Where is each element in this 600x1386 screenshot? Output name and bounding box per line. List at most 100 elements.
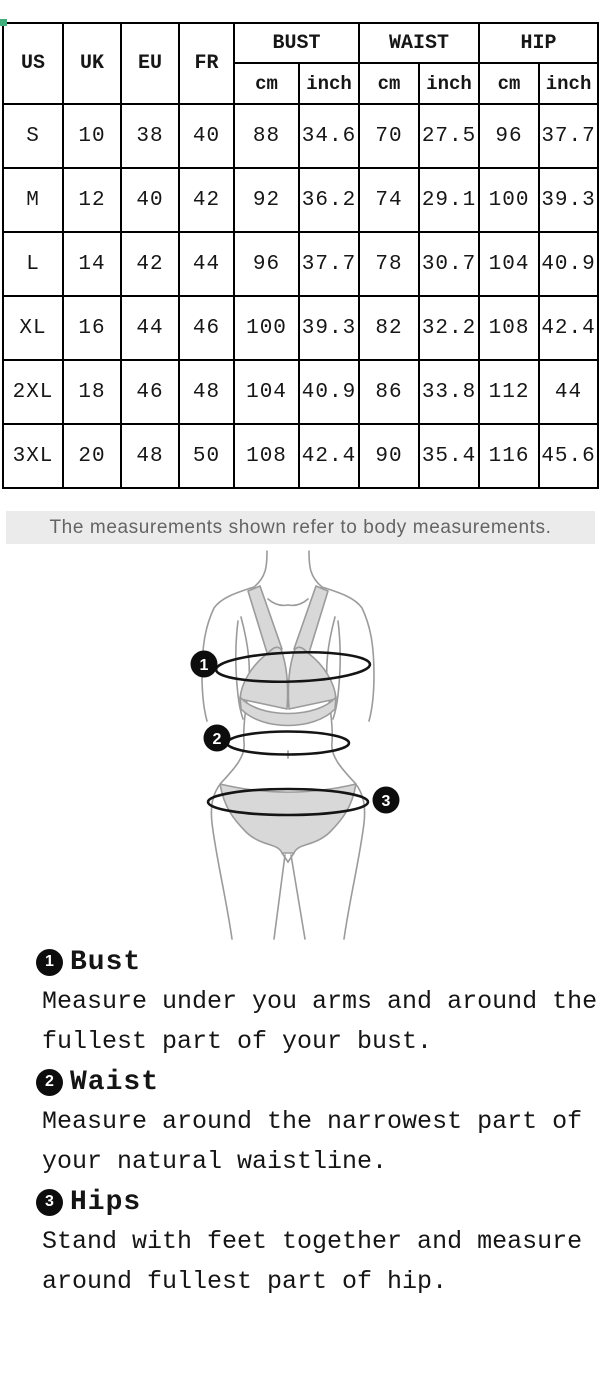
bust-number-badge: 1 <box>36 948 63 976</box>
bust-instruction-title: Bust <box>70 946 142 978</box>
size-cell: 20 <box>62 423 122 489</box>
col-header-fr: FR <box>178 22 235 105</box>
size-cell: 36.2 <box>297 167 361 233</box>
hip-marker: 3 <box>372 786 400 814</box>
unit-header-bust-inch: inch <box>297 62 361 105</box>
size-cell: 48 <box>120 423 180 489</box>
group-header-hip: HIP <box>478 22 600 64</box>
size-row-m: M 12 40 42 92 36.2 74 29.1 100 39.3 <box>2 167 600 233</box>
size-cell: 37.7 <box>297 231 361 297</box>
size-cell: 96 <box>233 231 300 297</box>
col-header-us: US <box>2 22 64 105</box>
size-cell: 40.9 <box>538 231 600 297</box>
size-label: S <box>2 103 64 169</box>
bust-marker-number: 1 <box>200 657 209 674</box>
size-row-l: L 14 42 44 96 37.7 78 30.7 104 40.9 <box>2 231 600 297</box>
hips-instruction-heading: 3 Hips <box>0 1182 600 1222</box>
measuring-instructions: 1 Bust Measure under you arms and around… <box>0 942 600 1302</box>
size-cell: 44 <box>120 295 180 361</box>
size-cell: 50 <box>178 423 235 489</box>
size-cell: 100 <box>478 167 541 233</box>
note-bar: The measurements shown refer to body mea… <box>6 511 595 544</box>
size-cell: 42.4 <box>538 295 600 361</box>
bikini-garment <box>219 585 357 854</box>
size-label: 2XL <box>2 359 64 425</box>
size-cell: 38 <box>120 103 180 169</box>
size-cell: 44 <box>538 359 600 425</box>
size-cell: 104 <box>233 359 300 425</box>
body-diagram-svg: 1 2 3 <box>190 550 400 940</box>
size-cell: 108 <box>233 423 300 489</box>
size-cell: 116 <box>478 423 541 489</box>
unit-header-bust-cm: cm <box>233 62 300 105</box>
size-cell: 39.3 <box>538 167 600 233</box>
size-cell: 86 <box>358 359 421 425</box>
hip-marker-number: 3 <box>382 793 391 810</box>
size-cell: 96 <box>478 103 541 169</box>
bust-marker: 1 <box>190 650 218 678</box>
size-cell: 14 <box>62 231 122 297</box>
hips-number-badge: 3 <box>36 1188 63 1216</box>
size-cell: 40.9 <box>297 359 361 425</box>
group-header-bust: BUST <box>232 22 361 64</box>
size-chart-table: US UK EU FR BUST WAIST HIP cm inch cm in… <box>2 22 600 489</box>
size-cell: 74 <box>358 167 421 233</box>
waist-instruction-line: your natural waistline. <box>42 1147 388 1176</box>
unit-header-waist-inch: inch <box>418 62 481 105</box>
size-cell: 88 <box>233 103 300 169</box>
size-cell: 42 <box>120 231 180 297</box>
size-cell: 44 <box>178 231 235 297</box>
col-header-eu: EU <box>120 22 180 105</box>
waist-marker-number: 2 <box>213 731 222 748</box>
size-cell: 10 <box>62 103 122 169</box>
size-cell: 90 <box>358 423 421 489</box>
waist-marker: 2 <box>203 724 231 752</box>
size-cell: 42.4 <box>297 423 361 489</box>
size-row-2xl: 2XL 18 46 48 104 40.9 86 33.8 112 44 <box>2 359 600 425</box>
waist-number-badge: 2 <box>36 1068 63 1096</box>
size-cell: 100 <box>233 295 300 361</box>
size-cell: 16 <box>62 295 122 361</box>
size-cell: 92 <box>233 167 300 233</box>
size-label: 3XL <box>2 423 64 489</box>
bust-instruction-heading: 1 Bust <box>0 942 600 982</box>
body-measurement-diagram: 1 2 3 <box>0 545 600 945</box>
size-cell: 29.1 <box>418 167 481 233</box>
size-label: L <box>2 231 64 297</box>
size-cell: 70 <box>358 103 421 169</box>
size-cell: 42 <box>178 167 235 233</box>
size-cell: 48 <box>178 359 235 425</box>
size-label: XL <box>2 295 64 361</box>
bust-instruction-line: fullest part of your bust. <box>42 1027 433 1056</box>
size-cell: 40 <box>120 167 180 233</box>
size-cell: 34.6 <box>297 103 361 169</box>
size-cell: 27.5 <box>418 103 481 169</box>
group-header-waist: WAIST <box>358 22 481 64</box>
size-label: M <box>2 167 64 233</box>
unit-header-waist-cm: cm <box>358 62 421 105</box>
size-cell: 12 <box>62 167 122 233</box>
size-cell: 112 <box>478 359 541 425</box>
hip-measure-line <box>206 787 370 817</box>
size-cell: 46 <box>120 359 180 425</box>
waist-instruction-heading: 2 Waist <box>0 1062 600 1102</box>
size-cell: 45.6 <box>538 423 600 489</box>
size-cell: 104 <box>478 231 541 297</box>
waist-instruction-line: Measure around the narrowest part of <box>42 1107 583 1136</box>
size-row-3xl: 3XL 20 48 50 108 42.4 90 35.4 116 45.6 <box>2 423 600 489</box>
size-cell: 35.4 <box>418 423 481 489</box>
size-cell: 33.8 <box>418 359 481 425</box>
size-cell: 108 <box>478 295 541 361</box>
size-row-s: S 10 38 40 88 34.6 70 27.5 96 37.7 <box>2 103 600 169</box>
hips-instruction-title: Hips <box>70 1186 142 1218</box>
size-cell: 30.7 <box>418 231 481 297</box>
size-cell: 18 <box>62 359 122 425</box>
size-cell: 46 <box>178 295 235 361</box>
size-row-xl: XL 16 44 46 100 39.3 82 32.2 108 42.4 <box>2 295 600 361</box>
size-cell: 78 <box>358 231 421 297</box>
size-cell: 32.2 <box>418 295 481 361</box>
size-cell: 40 <box>178 103 235 169</box>
waist-instruction-title: Waist <box>70 1066 160 1098</box>
hips-instruction-line: around fullest part of hip. <box>42 1267 448 1296</box>
size-cell: 37.7 <box>538 103 600 169</box>
